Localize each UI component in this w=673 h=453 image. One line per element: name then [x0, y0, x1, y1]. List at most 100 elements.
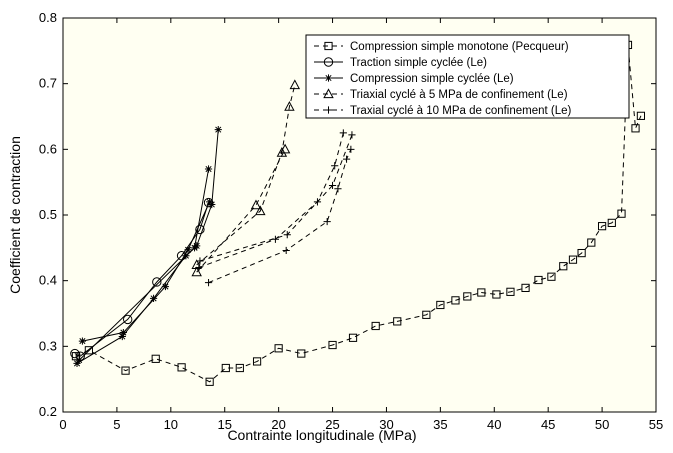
y-tick-label: 0.6: [39, 141, 57, 156]
data-point: [451, 296, 460, 305]
data-point: [422, 310, 431, 319]
data-point: [252, 357, 262, 366]
series-line: [199, 134, 353, 262]
data-point: [284, 100, 295, 111]
data-point: [119, 328, 127, 337]
y-tick-label: 0.8: [39, 10, 57, 25]
data-point: [297, 349, 306, 358]
legend-marker: [323, 57, 334, 67]
data-point: [190, 244, 199, 252]
x-tick-label: 35: [433, 417, 447, 432]
data-point: [348, 131, 356, 139]
legend-label: Compression simple cyclée (Le): [350, 73, 514, 85]
data-point: [196, 257, 204, 265]
data-point: [547, 272, 556, 281]
data-point: [121, 366, 130, 375]
data-point: [371, 321, 380, 331]
legend-label: Compression simple monotone (Pecqueur): [350, 41, 569, 53]
data-point: [73, 359, 81, 368]
data-point: [328, 181, 337, 190]
data-point: [342, 155, 351, 163]
series-5: [195, 129, 356, 287]
legend-marker: [324, 106, 333, 114]
data-point: [214, 126, 222, 134]
data-point: [559, 262, 568, 271]
data-point: [84, 346, 93, 355]
y-axis-ticks: 0.2 0.3 0.4 0.5 0.6 0.7 0.8: [39, 10, 656, 419]
y-tick-label: 0.5: [39, 207, 57, 222]
data-point: [151, 354, 160, 363]
data-point: [149, 294, 158, 302]
legend-marker: [324, 74, 333, 82]
data-point: [279, 143, 291, 154]
data-point: [255, 205, 266, 216]
x-tick-label: 55: [649, 417, 663, 432]
series-line: [75, 44, 642, 383]
data-point: [393, 317, 402, 326]
x-tick-label: 25: [325, 417, 339, 432]
data-point: [75, 356, 83, 364]
data-point: [184, 246, 192, 254]
data-point: [221, 363, 230, 373]
y-tick-label: 0.7: [39, 76, 57, 91]
legend-box: [305, 34, 630, 119]
y-axis-label: Coefficient de contraction: [7, 136, 23, 294]
data-point: [534, 275, 543, 285]
data-point: [597, 222, 607, 231]
data-point: [78, 337, 87, 345]
data-point: [122, 314, 133, 325]
x-tick-label: 50: [595, 417, 609, 432]
data-point: [347, 145, 355, 153]
x-tick-label: 10: [164, 417, 178, 432]
data-point: [492, 290, 501, 299]
data-point: [195, 263, 203, 272]
data-point: [506, 287, 515, 296]
series-1: [71, 40, 646, 386]
y-tick-label: 0.2: [39, 404, 57, 419]
data-point: [283, 231, 291, 239]
data-point: [204, 165, 213, 173]
data-point: [323, 217, 331, 226]
series-line: [196, 149, 286, 273]
data-point: [195, 224, 205, 235]
data-point: [204, 279, 213, 287]
x-tick-label: 0: [59, 417, 66, 432]
legend-entries: Compression simple monotone (Pecqueur) Tr…: [314, 41, 572, 117]
data-point: [436, 300, 445, 310]
data-point: [282, 246, 290, 255]
data-point: [577, 248, 586, 258]
data-point: [203, 197, 214, 208]
data-point: [70, 348, 80, 359]
data-point: [521, 283, 530, 292]
data-point: [477, 288, 486, 297]
data-point: [331, 162, 339, 170]
legend-label: Traction simple cyclée (Le): [350, 57, 487, 69]
data-point: [636, 111, 646, 120]
series-line: [208, 149, 352, 284]
data-point: [161, 282, 170, 291]
x-tick-label: 5: [113, 417, 120, 432]
data-point: [235, 363, 244, 373]
data-point: [568, 255, 578, 264]
data-point: [206, 198, 214, 206]
series-3: [73, 126, 222, 368]
data-point: [587, 238, 596, 247]
data-point: [463, 292, 472, 301]
x-axis-ticks: 0 5 10 15 20 25 30 35 40 45 50 55: [59, 18, 663, 432]
legend-label: Traxial cyclé à 10 MPa de confinement (L…: [350, 105, 572, 117]
data-point: [348, 333, 358, 342]
legend-marker: [323, 88, 334, 99]
data-point: [118, 332, 126, 341]
y-tick-label: 0.3: [39, 338, 57, 353]
series-line: [74, 202, 210, 357]
data-point: [617, 209, 626, 218]
x-tick-label: 40: [487, 417, 501, 432]
data-point: [289, 79, 301, 90]
data-point: [205, 377, 214, 386]
x-tick-label: 30: [379, 417, 393, 432]
data-point: [191, 266, 202, 277]
series-layer: [70, 40, 646, 386]
data-point: [250, 199, 262, 210]
data-point: [177, 363, 186, 372]
